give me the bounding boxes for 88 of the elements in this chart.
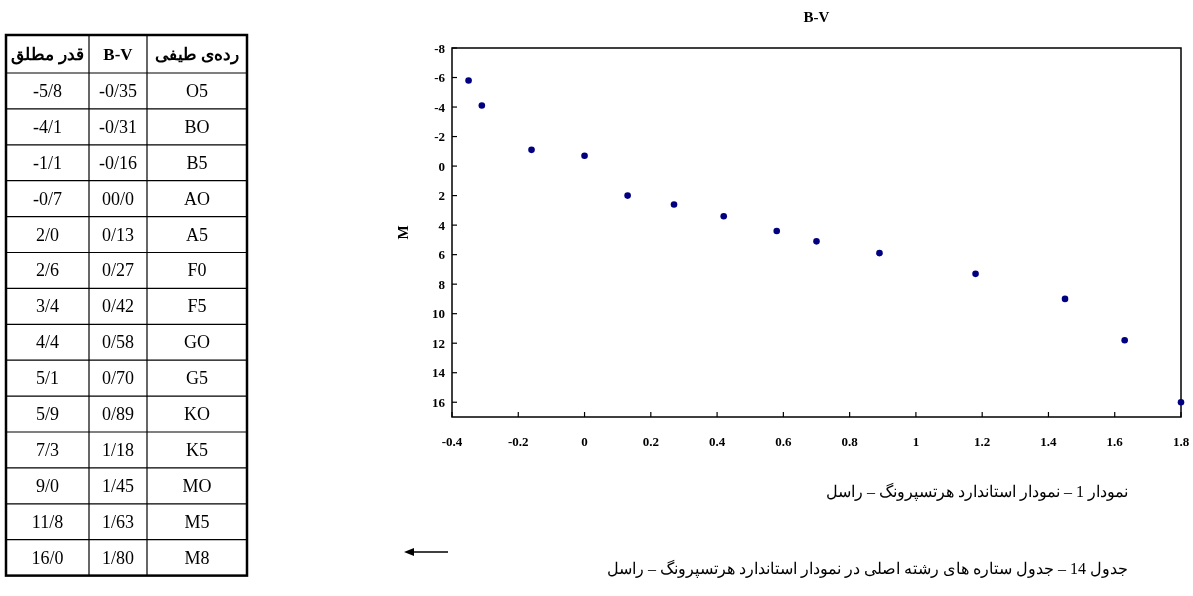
text: 2/0	[35, 224, 60, 245]
x-tick-label: 1	[912, 434, 920, 449]
text: 16/0	[31, 547, 64, 568]
text: 1/80	[101, 547, 135, 568]
y-tick-label: -4	[434, 99, 446, 115]
text: 7/3	[35, 439, 60, 460]
point	[670, 201, 678, 208]
point	[813, 238, 820, 245]
point	[773, 227, 781, 235]
text: F5	[187, 296, 207, 317]
text: B5	[186, 152, 208, 173]
point	[478, 102, 486, 109]
text: M5	[184, 511, 210, 532]
y-tick-label: 16	[432, 394, 446, 410]
text: 5/1	[35, 368, 60, 389]
text: 9/0	[35, 475, 60, 496]
x-tick-label: 1.2	[974, 434, 991, 449]
y-tick-label: 0	[438, 158, 445, 174]
text: K5	[186, 439, 208, 460]
text: 0/89	[101, 404, 135, 425]
text: 1/63	[101, 511, 135, 532]
y-tick-label: 8	[438, 276, 446, 292]
text: جدول 14 – جدول ستاره های رشته اصلی در نمودار استاندارد هرتسپرونگ – راسل	[607, 559, 1128, 578]
y-tick-label: -2	[434, 129, 445, 145]
x-tick-label: 1.4	[1040, 434, 1058, 449]
text: 4/4	[35, 332, 60, 353]
text: AO	[184, 188, 210, 209]
point	[528, 146, 535, 154]
text: -0/35	[99, 80, 137, 101]
text: 0/42	[101, 296, 135, 317]
text: 0/70	[101, 368, 135, 389]
point	[581, 152, 588, 160]
text: 0/13	[101, 224, 135, 245]
text: B-V	[103, 45, 134, 64]
text: MO	[182, 475, 212, 496]
text: رده‌ی طیفی	[154, 45, 240, 65]
text: 2/6	[35, 260, 60, 281]
point	[1121, 336, 1128, 344]
y-tick-label: 14	[432, 365, 446, 381]
text: -0/7	[33, 188, 62, 209]
y-tick-label: -6	[434, 70, 446, 86]
point	[972, 270, 979, 278]
x-tick-label: 0.8	[841, 434, 859, 449]
text: -5/8	[33, 80, 62, 101]
text: M8	[184, 547, 210, 568]
point	[1061, 295, 1069, 303]
text: BO	[184, 116, 210, 137]
text: A5	[186, 224, 208, 245]
text: GO	[184, 332, 210, 353]
text: 5/9	[35, 404, 60, 425]
text: 00/0	[101, 188, 135, 209]
y-tick-label: -8	[434, 40, 446, 56]
x-tick-label: 1.6	[1106, 434, 1124, 449]
text: 1/45	[101, 475, 135, 496]
text: -1/1	[33, 152, 62, 173]
y-tick-label: 12	[432, 335, 445, 351]
text: O5	[186, 80, 208, 101]
x-tick-label: 0	[581, 434, 588, 449]
x-axis-title: B-V	[803, 9, 830, 25]
text: F0	[187, 260, 207, 281]
point	[876, 249, 883, 257]
y-tick-label: 4	[438, 217, 446, 233]
y-tick-label: 10	[432, 306, 445, 322]
y-axis-title: M	[395, 225, 411, 240]
text: 3/4	[35, 296, 60, 317]
text: 11/8	[31, 511, 64, 532]
x-tick-label: -0.4	[441, 434, 463, 449]
text: نمودار 1 – نمودار استاندارد هرتسپرونگ – راسل	[826, 482, 1128, 501]
x-tick-label: -0.2	[507, 434, 529, 449]
x-tick-label: 0.2	[642, 434, 659, 449]
point	[624, 192, 631, 199]
text: -0/31	[99, 116, 137, 137]
text: 0/27	[101, 260, 135, 281]
text: KO	[184, 404, 210, 425]
text: قدر مطلق	[11, 45, 84, 65]
text: -4/1	[33, 116, 62, 137]
x-tick-label: 0.6	[775, 434, 792, 449]
point	[720, 212, 728, 220]
x-tick-label: 1.8	[1172, 434, 1190, 449]
y-tick-label: 2	[438, 188, 445, 204]
text: -0/16	[99, 152, 137, 173]
x-tick-label: 0.4	[708, 434, 726, 449]
text: 0/58	[101, 332, 135, 353]
y-tick-label: 6	[438, 247, 446, 263]
text: 1/18	[101, 439, 135, 460]
point	[1177, 398, 1185, 406]
point	[465, 77, 472, 84]
text: G5	[186, 368, 208, 389]
